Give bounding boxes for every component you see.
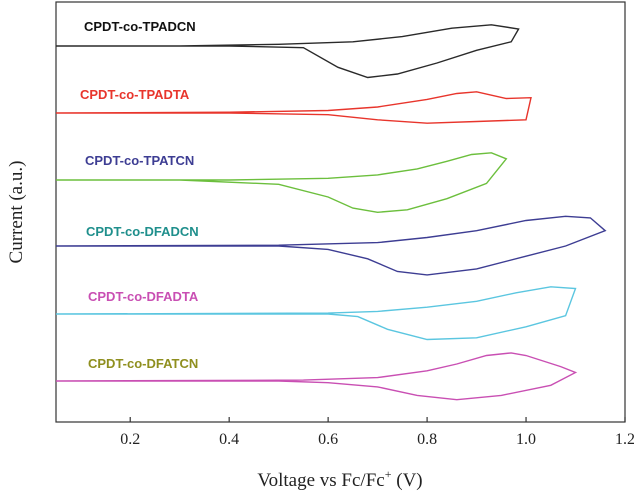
series-label-cpdt-co-tpatcn: CPDT-co-TPATCN [85, 153, 194, 168]
series-label-cpdt-co-dfadta: CPDT-co-DFADTA [88, 289, 199, 304]
series-traces [55, 24, 607, 401]
x-axis-title-main: Voltage vs Fc/Fc [257, 470, 384, 491]
x-tick-label: 1.0 [516, 431, 536, 448]
series-label-cpdt-co-dfatcn: CPDT-co-DFATCN [88, 356, 198, 371]
series-labels: CPDT-co-TPADCN CPDT-co-TPADTA CPDT-co-TPAT… [80, 19, 199, 371]
series-trace-cpdt-co-dfadcn [55, 215, 607, 276]
series-label-cpdt-co-tpadcn: CPDT-co-TPADCN [84, 19, 196, 34]
x-tick-label: 0.4 [219, 431, 239, 448]
series-trace-cpdt-co-tpadcn [56, 24, 520, 79]
x-tick-label: 0.2 [120, 431, 140, 448]
plot-frame [55, 1, 626, 423]
x-axis-title-sup: + [385, 467, 392, 481]
x-ticks: 0.2 0.4 0.6 0.8 1.0 1.2 [120, 417, 634, 448]
x-tick-label: 1.2 [615, 431, 634, 448]
x-tick-label: 0.8 [417, 431, 437, 448]
series-trace-cpdt-co-tpadta [55, 91, 532, 124]
series-label-cpdt-co-dfadcn: CPDT-co-DFADCN [86, 224, 199, 239]
series-trace-cpdt-co-dfatcn [55, 352, 578, 401]
series-label-cpdt-co-tpadta: CPDT-co-TPADTA [80, 87, 190, 102]
x-axis-title: Voltage vs Fc/Fc+ (V) [257, 467, 422, 491]
y-axis-title: Current (a.u.) [6, 161, 27, 264]
series-trace-cpdt-co-dfadta [55, 286, 577, 341]
x-axis-title-unit: (V) [392, 470, 423, 491]
series-trace-cpdt-co-tpatcn [56, 152, 508, 214]
x-tick-label: 0.6 [318, 431, 338, 448]
